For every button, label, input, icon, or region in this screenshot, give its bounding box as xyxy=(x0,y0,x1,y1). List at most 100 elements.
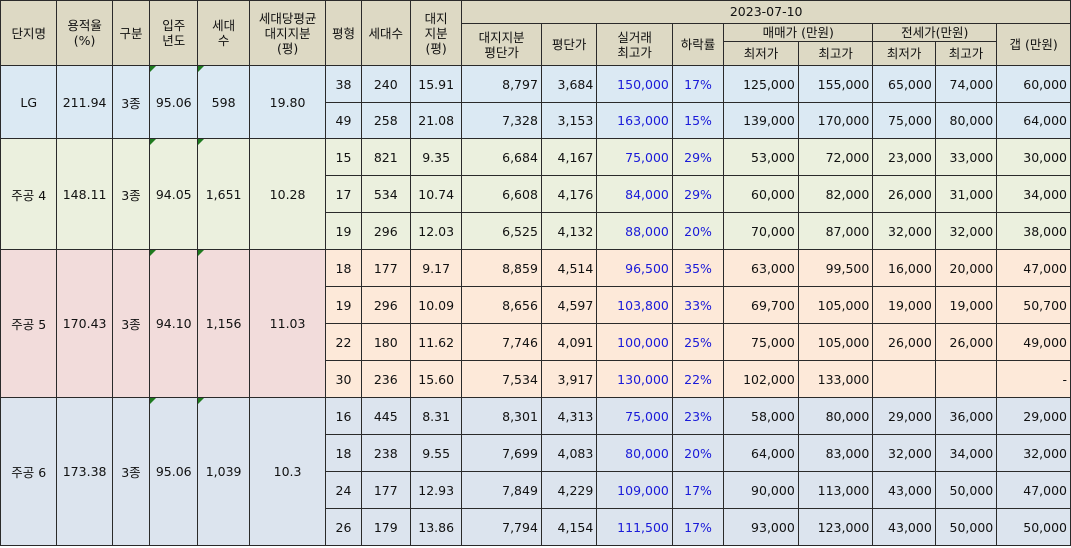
land-price-cell: 7,849 xyxy=(461,471,542,509)
units-cell: 238 xyxy=(360,434,411,472)
real-max-cell: 88,000 xyxy=(596,212,673,250)
header-pyeong: 평형 xyxy=(325,0,362,66)
real-max-cell: 100,000 xyxy=(596,323,673,361)
real-max-cell: 150,000 xyxy=(596,65,673,103)
sale-max-cell: 133,000 xyxy=(797,360,874,398)
land-price-cell: 8,301 xyxy=(461,397,542,435)
move-in-year-cell: 95.06 xyxy=(149,397,199,546)
land-price-cell: 8,656 xyxy=(461,286,542,324)
real-max-cell: 103,800 xyxy=(596,286,673,324)
header-land-share-text: 대지 지분 (평) xyxy=(424,10,448,56)
jeonse-max-cell: 19,000 xyxy=(934,286,998,324)
real-max-cell: 80,000 xyxy=(596,434,673,472)
table-row: 주공 6 173.38 3종 95.06 1,039 10.3 16 445 8.31 8,301… xyxy=(0,397,1071,546)
gap-cell: 32,000 xyxy=(996,434,1071,472)
pyeong-cell: 18 xyxy=(325,249,362,287)
far-cell: 211.94 xyxy=(56,65,113,139)
units-cell: 821 xyxy=(360,138,411,176)
price-per-pyeong-cell: 4,132 xyxy=(540,212,598,250)
land-price-cell: 8,859 xyxy=(461,249,542,287)
price-per-pyeong-cell: 3,917 xyxy=(540,360,598,398)
header-land-share: 대지 지분 (평) xyxy=(409,0,463,66)
gap-cell: 47,000 xyxy=(996,471,1071,509)
units-cell: 445 xyxy=(360,397,411,435)
land-share-cell: 10.09 xyxy=(409,286,463,324)
pyeong-cell: 19 xyxy=(325,286,362,324)
jeonse-max-cell: 80,000 xyxy=(934,102,998,139)
jeonse-min-cell: 43,000 xyxy=(872,508,936,546)
drop-rate-cell: 22% xyxy=(671,360,725,398)
jeonse-max-cell: 32,000 xyxy=(934,212,998,250)
jeonse-min-cell: 23,000 xyxy=(872,138,936,176)
land-price-cell: 7,794 xyxy=(461,508,542,546)
zone-cell: 3종 xyxy=(111,65,151,139)
complex-name-cell: LG xyxy=(0,65,58,139)
sale-max-cell: 87,000 xyxy=(797,212,874,250)
real-max-cell: 84,000 xyxy=(596,175,673,213)
sale-max-cell: 99,500 xyxy=(797,249,874,287)
far-cell: 148.11 xyxy=(56,138,113,250)
drop-rate-cell: 20% xyxy=(671,212,725,250)
jeonse-min-cell: 32,000 xyxy=(872,212,936,250)
sale-max-cell: 105,000 xyxy=(797,286,874,324)
header-real-max-text: 실거래 최고가 xyxy=(617,29,652,60)
far-cell: 170.43 xyxy=(56,249,113,398)
land-price-cell: 7,699 xyxy=(461,434,542,472)
table-row: 19 296 12.03 6,525 4,132 88,000 20% 70,000 87,00… xyxy=(1,212,1071,250)
sale-max-cell: 83,000 xyxy=(797,434,874,472)
gap-cell: 49,000 xyxy=(996,323,1071,361)
pyeong-cell: 49 xyxy=(325,102,362,139)
header-drop-rate: 하락률 xyxy=(671,23,725,66)
price-per-pyeong-cell: 4,091 xyxy=(540,323,598,361)
pyeong-cell: 22 xyxy=(325,323,362,361)
real-max-cell: 109,000 xyxy=(596,471,673,509)
pyeong-cell: 26 xyxy=(325,508,362,546)
jeonse-max-cell: 20,000 xyxy=(934,249,998,287)
sale-max-cell: 80,000 xyxy=(797,397,874,435)
units-cell: 258 xyxy=(360,102,411,139)
table-row: 19 296 10.09 8,656 4,597 103,800 33% 69,700 105,… xyxy=(1,286,1071,324)
households-cell: 1,039 xyxy=(197,397,250,546)
real-max-cell: 75,000 xyxy=(596,397,673,435)
drop-rate-cell: 35% xyxy=(671,249,725,287)
jeonse-max-cell: 33,000 xyxy=(934,138,998,176)
complex-name-cell: 주공 4 xyxy=(0,138,58,250)
sale-min-cell: 93,000 xyxy=(723,508,799,546)
households-cell: 1,156 xyxy=(197,249,250,398)
table-row: 49 258 21.08 7,328 3,153 163,000 15% 139,000 170… xyxy=(1,102,1071,139)
sale-max-cell: 155,000 xyxy=(797,65,874,103)
land-price-cell: 6,684 xyxy=(461,138,542,176)
sale-min-cell: 69,700 xyxy=(723,286,799,324)
land-share-cell: 15.91 xyxy=(409,65,463,103)
units-cell: 177 xyxy=(360,471,411,509)
price-per-pyeong-cell: 4,176 xyxy=(540,175,598,213)
land-share-cell: 10.74 xyxy=(409,175,463,213)
sale-max-cell: 105,000 xyxy=(797,323,874,361)
price-per-pyeong-cell: 3,684 xyxy=(540,65,598,103)
land-price-cell: 8,797 xyxy=(461,65,542,103)
land-share-cell: 21.08 xyxy=(409,102,463,139)
jeonse-max-cell: 34,000 xyxy=(934,434,998,472)
pyeong-cell: 15 xyxy=(325,138,362,176)
sale-max-cell: 113,000 xyxy=(797,471,874,509)
header-jeonse-max: 최고가 xyxy=(934,41,998,66)
sale-min-cell: 75,000 xyxy=(723,323,799,361)
sale-max-cell: 123,000 xyxy=(797,508,874,546)
land-share-cell: 12.03 xyxy=(409,212,463,250)
pyeong-cell: 16 xyxy=(325,397,362,435)
header-avg-land: 세대당평균 대지지분 (평) xyxy=(248,0,327,66)
header-year: 입주 년도 xyxy=(149,0,199,66)
units-cell: 240 xyxy=(360,65,411,103)
units-cell: 534 xyxy=(360,175,411,213)
drop-rate-cell: 17% xyxy=(671,508,725,546)
land-share-cell: 9.17 xyxy=(409,249,463,287)
real-max-cell: 96,500 xyxy=(596,249,673,287)
gap-cell: 50,700 xyxy=(996,286,1071,324)
units-cell: 296 xyxy=(360,286,411,324)
sale-min-cell: 64,000 xyxy=(723,434,799,472)
real-max-cell: 163,000 xyxy=(596,102,673,139)
header-households: 세대 수 xyxy=(197,0,250,66)
sale-min-cell: 90,000 xyxy=(723,471,799,509)
households-cell: 1,651 xyxy=(197,138,250,250)
